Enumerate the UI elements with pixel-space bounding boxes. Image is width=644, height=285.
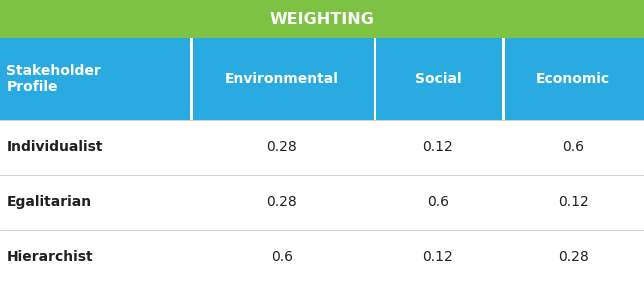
Text: 0.12: 0.12 (422, 250, 453, 264)
Text: Environmental: Environmental (225, 72, 339, 86)
Text: Economic: Economic (536, 72, 611, 86)
Text: 0.12: 0.12 (422, 140, 453, 154)
Bar (0, 38, 190, 120)
Text: 0.28: 0.28 (267, 140, 297, 154)
Text: 0.6: 0.6 (270, 250, 293, 264)
Text: 0.12: 0.12 (558, 195, 589, 209)
Bar (505, 38, 644, 120)
Text: Stakeholder
Profile: Stakeholder Profile (6, 64, 101, 94)
Text: Egalitarian: Egalitarian (6, 195, 91, 209)
Text: 0.6: 0.6 (427, 195, 449, 209)
Text: Individualist: Individualist (6, 140, 103, 154)
Bar (376, 38, 502, 120)
Text: 0.28: 0.28 (558, 250, 589, 264)
Text: Social: Social (415, 72, 461, 86)
Text: Hierarchist: Hierarchist (6, 250, 93, 264)
Bar (0, 0, 644, 38)
Text: 0.28: 0.28 (267, 195, 297, 209)
Bar (193, 38, 374, 120)
Text: 0.6: 0.6 (562, 140, 584, 154)
Text: WEIGHTING: WEIGHTING (270, 12, 374, 27)
